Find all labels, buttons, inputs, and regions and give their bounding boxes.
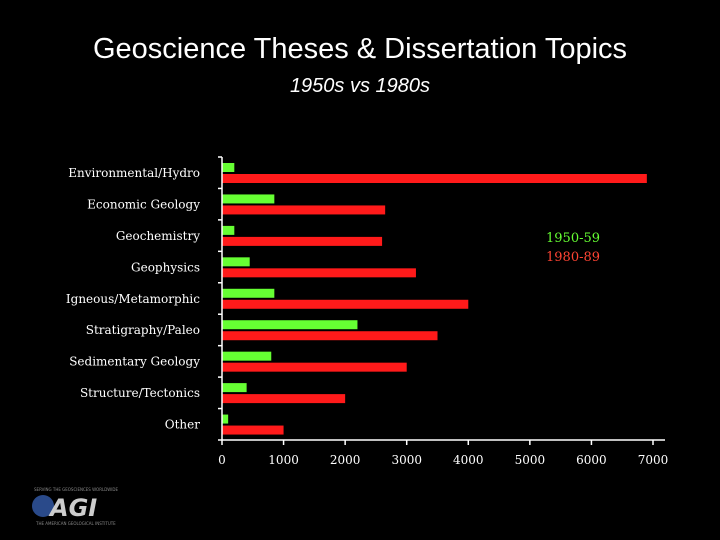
bar-1980s-2 <box>222 236 383 246</box>
category-label: Geophysics <box>131 260 200 274</box>
x-tick-label: 2000 <box>330 453 361 467</box>
bar-1980s-3 <box>222 268 416 278</box>
category-label: Sedimentary Geology <box>69 355 200 369</box>
category-label: Economic Geology <box>87 197 200 211</box>
bar-1980s-8 <box>222 425 284 435</box>
logo-text: AGI <box>48 494 97 522</box>
bar-1950s-3 <box>222 257 250 267</box>
bar-1950s-4 <box>222 288 275 298</box>
globe-icon <box>32 495 54 517</box>
bar-1950s-6 <box>222 351 272 361</box>
axes-group <box>218 156 665 445</box>
x-tick-label: 5000 <box>515 453 546 467</box>
legend: 1950-59 1980-89 <box>546 231 600 265</box>
x-tick-label: 7000 <box>638 453 669 467</box>
bar-1950s-8 <box>222 414 229 424</box>
bar-1950s-7 <box>222 383 247 393</box>
category-label: Igneous/Metamorphic <box>66 292 200 306</box>
labels-group: Environmental/Hydro Economic Geology Geoch… <box>66 166 668 467</box>
bar-1980s-5 <box>222 331 438 341</box>
bar-1950s-5 <box>222 320 358 330</box>
bar-1980s-0 <box>222 174 647 183</box>
agi-logo: SERVING THE GEOSCIENCES WORLDWIDE AGI TH… <box>32 487 119 526</box>
legend-item: 1980-89 <box>546 250 600 265</box>
x-tick-label: 0 <box>218 453 226 467</box>
legend-item: 1950-59 <box>546 231 600 246</box>
category-label: Other <box>165 418 200 432</box>
bars-group <box>222 163 647 435</box>
x-tick-label: 6000 <box>576 453 607 467</box>
bar-1950s-0 <box>222 163 235 172</box>
category-label: Stratigraphy/Paleo <box>86 323 200 337</box>
bar-1980s-6 <box>222 362 407 372</box>
category-label: Structure/Tectonics <box>80 386 200 400</box>
chart-title: Geoscience Theses & Dissertation Topics <box>92 33 628 65</box>
bar-1950s-2 <box>222 225 235 235</box>
bar-1980s-1 <box>222 205 386 215</box>
logo-tagline-bottom: THE AMERICAN GEOLOGICAL INSTITUTE <box>35 521 116 526</box>
x-tick-label: 4000 <box>453 453 484 467</box>
x-tick-label: 3000 <box>391 453 422 467</box>
bar-1980s-4 <box>222 299 469 309</box>
chart-subtitle: 1950s vs 1980s <box>289 75 431 97</box>
bar-1980s-7 <box>222 394 346 404</box>
bar-1950s-1 <box>222 194 275 204</box>
category-label: Geochemistry <box>116 229 200 243</box>
x-tick-label: 1000 <box>268 453 299 467</box>
category-label: Environmental/Hydro <box>68 166 200 180</box>
logo-tagline-top: SERVING THE GEOSCIENCES WORLDWIDE <box>34 487 119 492</box>
